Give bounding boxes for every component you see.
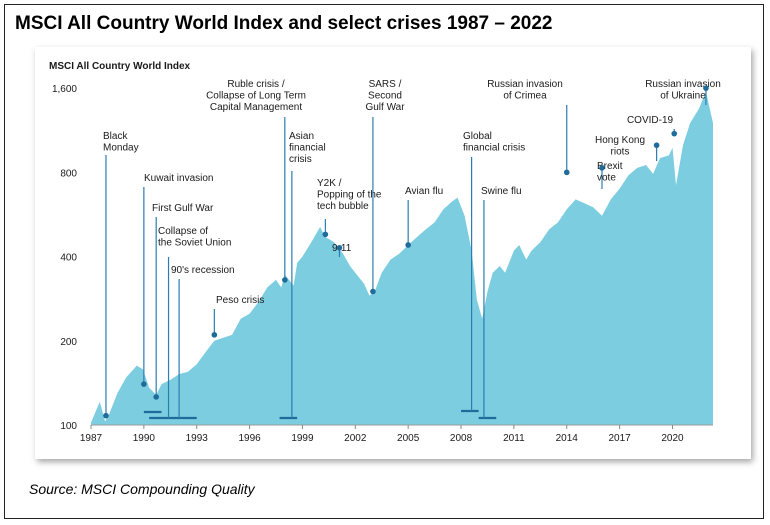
event-label-kuwait-invasion: Kuwait invasion (144, 173, 213, 184)
event-label-y2k-popping-of-the-tech-bubble: Y2K / Popping of the tech bubble (317, 178, 382, 212)
event-label-russian-invasion-of-ukraine: Russian invasion of Ukraine (645, 79, 721, 102)
x-tick-label: 2017 (608, 433, 631, 444)
event-label-first-gulf-war: First Gulf War (152, 203, 214, 214)
x-tick-label: 2011 (503, 433, 525, 444)
x-tick-label: 2014 (556, 433, 579, 444)
event-marker-first-gulf-war (153, 394, 159, 400)
series-area-msci-acwi (91, 92, 713, 425)
event-marker-russian-invasion-of-ukraine (703, 85, 709, 91)
event-marker-peso-crisis (211, 332, 218, 338)
y-tick-label: 400 (60, 253, 77, 264)
y-tick-label: 1,600 (52, 84, 77, 95)
event-marker-brexit-vote (599, 165, 605, 171)
event-marker-covid-19 (671, 130, 678, 137)
event-label-90-s-recession: 90's recession (171, 265, 235, 276)
chart-subtitle: MSCI All Country World Index (49, 61, 191, 72)
event-marker-kuwait-invasion (141, 381, 147, 387)
event-label-peso-crisis: Peso crisis (216, 295, 264, 306)
event-label-collapse-of-the-soviet-union: Collapse of the Soviet Union (158, 226, 231, 249)
event-label-black-monday: Black Monday (103, 131, 139, 154)
event-marker-y2k-popping-of-the-tech-bubble (322, 231, 329, 238)
event-label-russian-invasion-of-crimea: Russian invasion of Crimea (487, 79, 563, 102)
event-label-global-financial-crisis: Global financial crisis (463, 131, 525, 154)
x-tick-label: 1999 (291, 433, 314, 444)
chart-area-plot: MSCI All Country World Index 100 200 400 800… (49, 61, 721, 444)
event-label-swine-flu: Swine flu (481, 186, 522, 197)
page-title: MSCI All Country World Index and select … (15, 13, 553, 34)
event-marker-avian-flu (405, 242, 411, 248)
event-label-hong-kong-riots: Hong Kong riots (595, 135, 645, 158)
event-marker-black-monday (103, 412, 109, 419)
x-tick-label: 2020 (661, 433, 684, 444)
x-tick-label: 1987 (80, 433, 103, 444)
x-tick-label: 1993 (186, 433, 209, 444)
y-tick-label: 100 (60, 421, 77, 432)
y-tick-label: 200 (60, 337, 77, 348)
x-tick-label: 2008 (450, 433, 473, 444)
y-tick-label: 800 (60, 168, 77, 179)
event-label-covid-19: COVID-19 (627, 115, 674, 126)
chart-card: MSCI All Country World Index 100 200 400 800… (35, 47, 751, 459)
event-label-avian-flu: Avian flu (405, 186, 443, 197)
x-tick-label: 1990 (133, 433, 156, 444)
event-label-brexit-vote: Brexit vote (597, 161, 623, 184)
event-marker-russian-invasion-of-crimea (563, 169, 570, 176)
x-tick-label: 2005 (397, 433, 420, 444)
source-caption: Source: MSCI Compounding Quality (29, 481, 255, 497)
event-label-sars-second-gulf-war: SARS / Second Gulf War (365, 79, 405, 113)
figure-frame: MSCI All Country World Index and select … (4, 4, 764, 519)
event-marker-9-11 (336, 244, 343, 251)
event-marker-sars-second-gulf-war (370, 288, 376, 295)
event-label-ruble-crisis-collapse-of-long-term-capital-management: Ruble crisis / Collapse of Long Term Capit… (206, 79, 306, 113)
event-label-asian-financial-crisis: Asian financial crisis (289, 131, 326, 165)
x-tick-label: 2002 (344, 433, 367, 444)
x-tick-label: 1996 (238, 433, 261, 444)
event-marker-ruble-crisis-collapse-of-long-term-capital-management (282, 277, 288, 283)
event-marker-hong-kong-riots (653, 142, 660, 149)
